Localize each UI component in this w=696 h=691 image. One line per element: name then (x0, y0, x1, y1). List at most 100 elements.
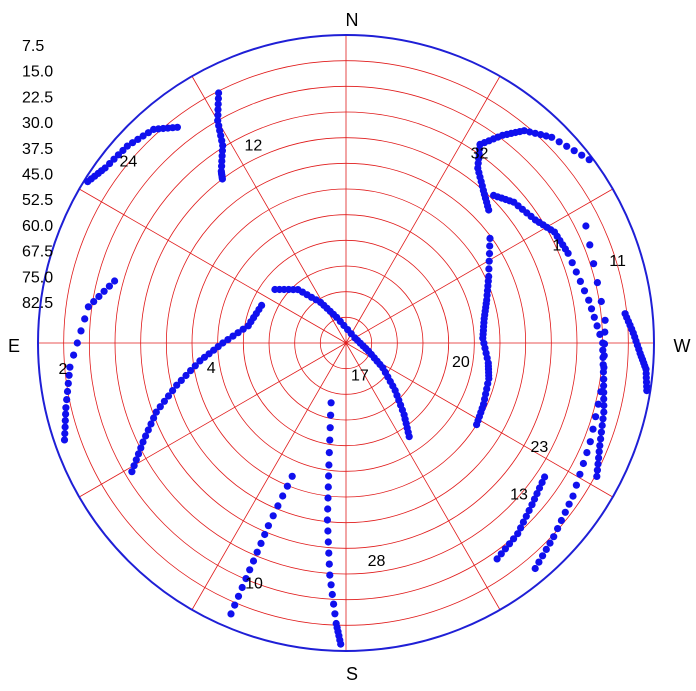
track-point (597, 388, 605, 396)
track-point (110, 155, 118, 163)
track-point (582, 222, 590, 230)
track-point (550, 533, 558, 541)
track-point (214, 94, 222, 103)
track-point (239, 325, 247, 333)
track-point (596, 442, 604, 450)
track-point (164, 392, 173, 400)
track-point (327, 581, 335, 589)
track-point (579, 459, 588, 468)
track-point (169, 387, 177, 395)
track-point (326, 571, 334, 579)
track-point (144, 129, 152, 137)
track-point (597, 435, 605, 443)
satellite-track-32 (474, 127, 593, 214)
grid-spoke (345, 76, 501, 344)
grid-spoke (345, 342, 501, 610)
track-point (84, 178, 92, 186)
track-point (246, 566, 254, 574)
satellite-label-12: 12 (245, 138, 263, 155)
track-point (586, 438, 594, 446)
track-point (405, 433, 413, 441)
north-label: N (346, 10, 359, 30)
track-point (497, 550, 505, 558)
track-point (177, 376, 185, 384)
track-point (231, 601, 239, 609)
track-point (601, 328, 609, 336)
track-point (326, 436, 334, 444)
satellite-label-24: 24 (120, 153, 138, 170)
satellite-label-20: 20 (452, 354, 470, 371)
track-point (600, 363, 608, 371)
track-point (542, 132, 550, 140)
south-label: S (346, 664, 358, 684)
track-point (326, 424, 334, 432)
grid-spoke (79, 342, 347, 498)
track-point (64, 379, 72, 387)
track-point (62, 404, 70, 412)
grid-spoke (345, 188, 613, 344)
track-point (61, 423, 69, 431)
track-point (288, 472, 296, 480)
horizon-circle (37, 34, 655, 652)
track-point (589, 425, 597, 433)
track-point (70, 351, 78, 359)
track-point (218, 162, 226, 170)
track-point (261, 530, 269, 539)
track-point (324, 505, 332, 513)
track-point (586, 241, 594, 249)
track-point (600, 395, 608, 403)
track-point (218, 152, 226, 160)
track-point (215, 89, 223, 97)
ring-label: 15.0 (22, 64, 53, 81)
track-point (130, 462, 138, 470)
track-point (156, 403, 164, 411)
satellite-tracks (60, 89, 651, 648)
track-point (600, 382, 608, 390)
track-point (274, 502, 282, 510)
track-point (593, 279, 602, 287)
track-point (66, 363, 74, 371)
ring-label: 37.5 (22, 141, 53, 158)
track-point (600, 375, 608, 383)
ring-label: 75.0 (22, 269, 53, 286)
track-point (123, 142, 131, 150)
satellite-track-28 (323, 399, 345, 648)
track-point (583, 449, 591, 457)
track-point (541, 473, 549, 481)
track-point (324, 483, 332, 491)
ring-label: 60.0 (22, 218, 53, 235)
track-point (60, 436, 69, 444)
track-point (150, 125, 158, 133)
track-point (111, 277, 119, 285)
satellite-label-13: 13 (510, 486, 528, 503)
ring-label-column: 7.5 15.0 22.5 30.0 37.5 45.0 52.5 60.0 67.5 75.0 8… (22, 38, 53, 312)
track-point (182, 371, 190, 380)
track-point (327, 411, 335, 419)
track-point (595, 448, 603, 456)
track-point (557, 516, 566, 525)
grid-spoke (79, 188, 347, 344)
track-point (563, 142, 571, 150)
polar-grid (37, 34, 655, 652)
track-point (227, 610, 235, 618)
satellite-label-17: 17 (351, 367, 369, 384)
satellite-label-32: 32 (471, 145, 489, 162)
track-point (95, 292, 103, 301)
west-label: W (674, 336, 691, 356)
track-point (594, 460, 602, 468)
track-point (327, 399, 335, 407)
satellite-label-4: 4 (207, 360, 216, 377)
track-point (132, 456, 140, 464)
track-point (597, 297, 605, 306)
track-point (509, 535, 518, 543)
track-point (600, 408, 608, 416)
track-point (561, 508, 569, 516)
satellite-label-2: 2 (59, 361, 68, 378)
track-point (84, 303, 92, 311)
track-point (592, 413, 600, 421)
satellite-track-10 (227, 472, 296, 618)
track-point (601, 316, 609, 324)
track-point (234, 592, 243, 600)
